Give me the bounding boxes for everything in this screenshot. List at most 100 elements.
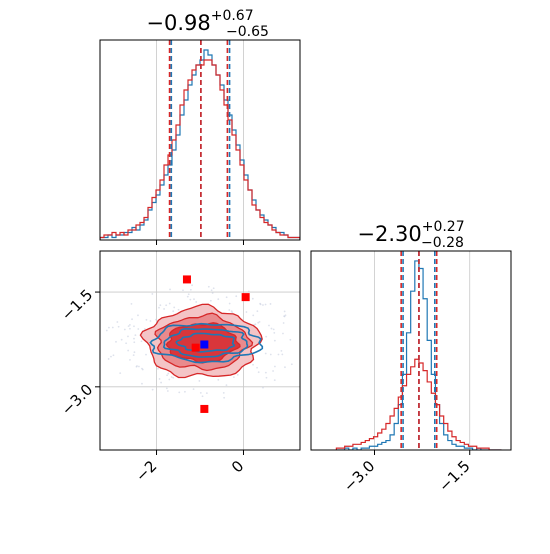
contour-level-line: [162, 327, 249, 358]
sample-dot: [140, 340, 143, 343]
sample-dot: [235, 295, 238, 298]
sample-dot: [186, 295, 189, 298]
sample-dot: [264, 352, 267, 355]
truth-marker: [191, 343, 200, 352]
sample-dot: [264, 371, 267, 374]
sample-dot: [201, 395, 204, 398]
sample-dot: [166, 374, 168, 377]
sample-dot: [272, 370, 274, 372]
sample-dot: [264, 303, 267, 306]
sample-dot: [284, 366, 286, 369]
truth-marker: [200, 404, 209, 413]
sample-dot: [157, 367, 159, 370]
sample-dot: [163, 308, 165, 310]
sample-dot: [143, 328, 146, 330]
truth-marker: [182, 275, 191, 284]
title-minus-param1: −0.65: [226, 24, 269, 40]
sample-dot: [166, 390, 169, 392]
sample-dot: [198, 380, 201, 382]
sample-dot: [251, 297, 254, 300]
sample-dot: [217, 378, 220, 381]
title-plus-param2: +0.27: [422, 219, 465, 235]
truth-marker: [241, 293, 250, 302]
sample-dot: [111, 326, 114, 329]
sample-dot: [252, 314, 255, 317]
sample-dot: [270, 327, 273, 330]
sample-dot: [168, 302, 171, 305]
sample-dot: [170, 376, 173, 378]
sample-dot: [128, 327, 131, 330]
sample-dot: [125, 342, 128, 345]
sample-dot: [137, 314, 139, 317]
hist-param2-series: [336, 260, 502, 450]
sample-dot: [177, 308, 180, 311]
contour-level-line: [149, 322, 264, 364]
sample-dot: [168, 378, 171, 381]
hist-panel-param1-frame: [99, 39, 301, 241]
hist-title-param2: −2.30+0.27: [357, 219, 464, 246]
sample-dot: [173, 306, 176, 309]
sample-dot: [133, 341, 136, 344]
sample-dot: [245, 311, 248, 313]
sample-dot: [274, 365, 276, 368]
sample-dot: [187, 293, 190, 296]
sample-dot: [207, 285, 210, 288]
sample-dot: [137, 328, 140, 330]
sample-dot: [120, 338, 123, 341]
sample-dot: [256, 366, 258, 369]
sample-dot: [290, 363, 293, 366]
sample-dot: [262, 304, 264, 306]
hist-panel-param1: −0.98+0.67 −0.65: [99, 8, 301, 245]
sample-dot: [225, 296, 228, 299]
sample-dot: [189, 288, 192, 291]
sample-dot: [151, 388, 154, 391]
sample-dot: [273, 339, 276, 342]
sample-dot: [252, 363, 254, 366]
sample-dot: [165, 387, 168, 390]
scatter-panel: −2 0 −1.5 −3.0: [58, 250, 301, 485]
sample-dot: [133, 351, 136, 354]
sample-dot: [184, 390, 186, 393]
sample-dot: [155, 318, 157, 321]
sample-dot: [258, 320, 261, 323]
title-median-param2: −2.30: [357, 222, 421, 246]
sample-dot: [217, 298, 220, 301]
sample-dot: [169, 288, 171, 291]
sample-dot: [149, 320, 152, 322]
scatter-ytick-label: −3.0: [58, 380, 96, 418]
sample-dot: [151, 293, 154, 295]
hist-param2-xtick-label: −1.5: [435, 457, 473, 495]
sample-dot: [280, 349, 283, 352]
sample-dot: [116, 321, 119, 323]
sample-dot: [247, 290, 250, 293]
sample-dot: [281, 353, 284, 356]
sample-dot: [228, 302, 231, 305]
sample-dot: [212, 287, 215, 290]
sample-dot: [158, 306, 160, 309]
sample-dot: [193, 298, 195, 301]
sample-dot: [112, 354, 115, 357]
hist-param1-series: [100, 59, 300, 240]
sample-dot: [273, 331, 276, 334]
sample-dot: [130, 302, 133, 305]
sample-dot: [210, 289, 213, 292]
sample-dot: [284, 314, 287, 317]
sample-dot: [137, 365, 140, 368]
scatter-xtick-label: −2: [132, 457, 160, 485]
sample-dot: [265, 376, 268, 379]
sample-dot: [117, 325, 120, 328]
sample-dot: [131, 318, 133, 321]
sample-dot: [145, 353, 147, 356]
sample-dot: [256, 310, 259, 313]
sample-dot: [265, 335, 268, 338]
sample-dot: [165, 304, 168, 307]
sample-dot: [160, 381, 162, 384]
title-median-param1: −0.98: [146, 11, 210, 35]
hist-title-param1: −0.98+0.67: [146, 8, 253, 35]
hist-panel-param2-frame: [310, 250, 512, 451]
sample-dot: [205, 392, 208, 395]
sample-dot: [209, 299, 212, 302]
sample-dot: [282, 332, 284, 335]
